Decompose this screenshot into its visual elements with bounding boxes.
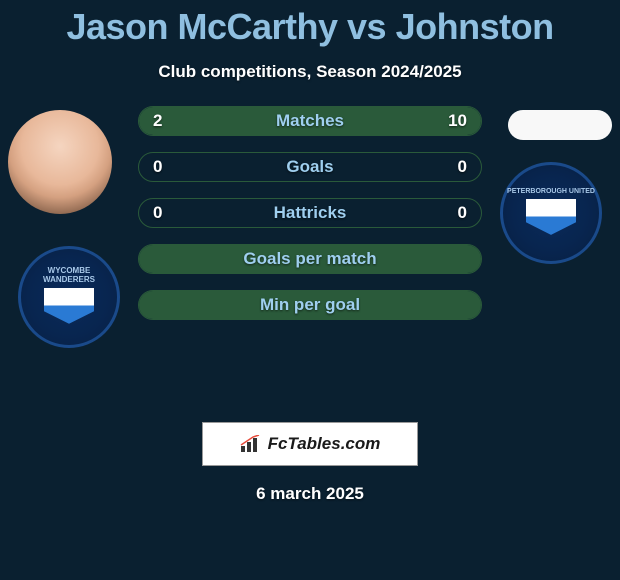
- logo-text: FcTables.com: [268, 434, 381, 454]
- club-left-shield-icon: [44, 288, 94, 324]
- club-left-name: WYCOMBE WANDERERS: [21, 267, 117, 285]
- stat-value-left: 2: [153, 111, 162, 131]
- stat-value-left: 0: [153, 203, 162, 223]
- comparison-panel: WYCOMBE WANDERERS PETERBOROUGH UNITED 2 1…: [0, 110, 620, 410]
- stat-row: Min per goal: [138, 290, 482, 320]
- subtitle: Club competitions, Season 2024/2025: [0, 62, 620, 82]
- player-left-photo: [8, 110, 112, 214]
- stat-label: Matches: [276, 111, 344, 131]
- stat-row: Goals per match: [138, 244, 482, 274]
- stat-label: Goals: [286, 157, 333, 177]
- stat-value-right: 0: [458, 157, 467, 177]
- page-title: Jason McCarthy vs Johnston: [0, 0, 620, 48]
- club-left-badge: WYCOMBE WANDERERS: [18, 246, 120, 348]
- club-right-name: PETERBOROUGH UNITED: [507, 188, 595, 196]
- stat-value-right: 10: [448, 111, 467, 131]
- player-right-photo: [508, 110, 612, 140]
- stat-value-left: 0: [153, 157, 162, 177]
- club-right-shield-icon: [526, 199, 576, 235]
- club-right-badge: PETERBOROUGH UNITED: [500, 162, 602, 264]
- stat-bars: 2 10 Matches 0 0 Goals 0 0 Hattricks Goals per ma…: [138, 106, 482, 336]
- stat-value-right: 0: [458, 203, 467, 223]
- stat-row: 0 0 Goals: [138, 152, 482, 182]
- fctables-logo[interactable]: FcTables.com: [202, 422, 418, 466]
- bar-fill-left: [139, 107, 196, 135]
- stat-row: 2 10 Matches: [138, 106, 482, 136]
- stat-label: Min per goal: [260, 295, 360, 315]
- date-label: 6 march 2025: [0, 484, 620, 504]
- stat-label: Goals per match: [243, 249, 376, 269]
- chart-icon: [240, 435, 262, 453]
- stat-row: 0 0 Hattricks: [138, 198, 482, 228]
- stat-label: Hattricks: [274, 203, 347, 223]
